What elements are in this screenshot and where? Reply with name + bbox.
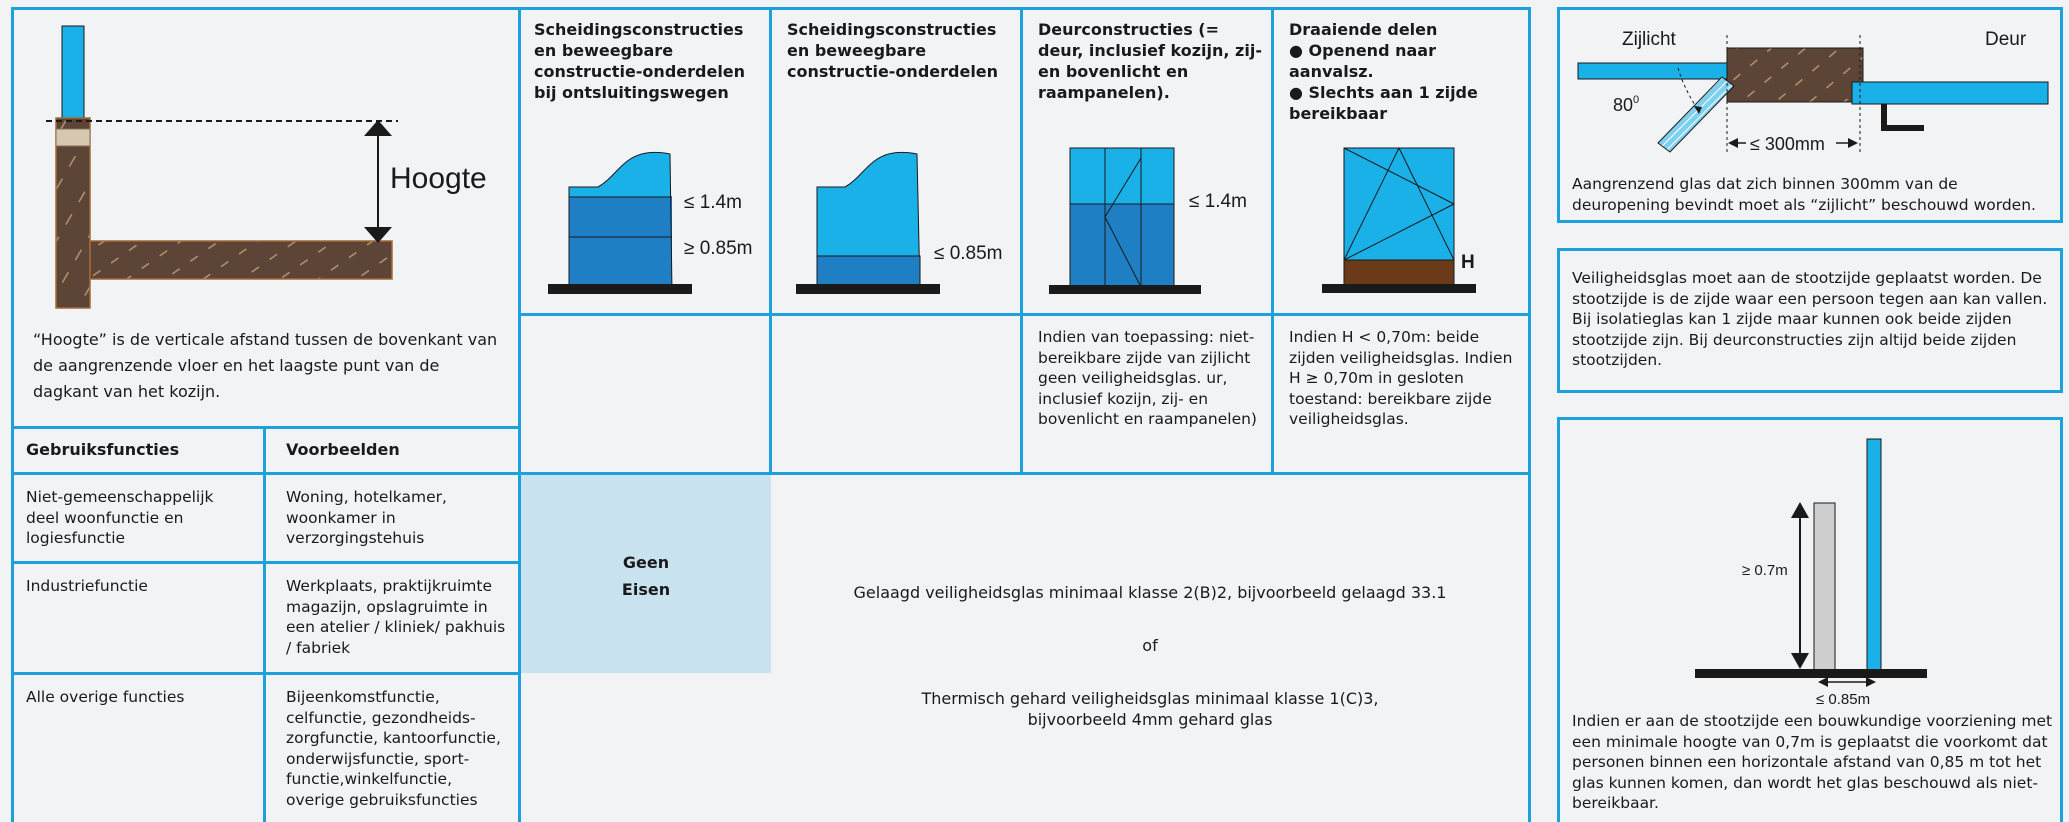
- zijlicht-text: Aangrenzend glas dat zich binnen 300mm v…: [1572, 175, 2036, 214]
- col3-note: Indien van toepassing: niet-bereikbare z…: [1038, 328, 1257, 428]
- angle-degree: 0: [1633, 94, 1639, 106]
- col3-title: Deurconstructies (= deur, inclusief kozi…: [1038, 20, 1262, 102]
- requirement-laminated: Gelaagd veiligheidsglas minimaal klasse …: [853, 583, 1447, 602]
- stootzijde-text: Veiligheidsglas moet aan de stootzijde g…: [1572, 269, 2048, 369]
- col4-note: Indien H < 0,70m: beide zijden veilighei…: [1289, 328, 1513, 428]
- wall-post: [55, 117, 91, 309]
- floor-beam: [89, 240, 393, 280]
- col2-title: Scheidingsconstructies en beweegbare con…: [787, 20, 999, 81]
- requirement-tempered: Thermisch gehard veiligheidsglas minimaa…: [921, 689, 1379, 708]
- table-cell-function: Industriefunctie: [26, 577, 148, 595]
- glass-pane: [61, 25, 85, 130]
- table-header-examples: Voorbeelden: [286, 440, 400, 459]
- requirement-tempered-example: bijvoorbeeld 4mm gehard glas: [1027, 710, 1273, 729]
- min-height-label: ≥ 0.7m: [1742, 562, 1788, 579]
- bouwkundig-text: Indien er aan de stootzijde een bouwkund…: [1572, 712, 2053, 812]
- table-cell-examples: Werkplaats, praktijkruimte magazijn, ops…: [286, 577, 506, 657]
- svg-text:800: 800: [1613, 94, 1639, 115]
- hoogte-description: “Hoogte” is de verticale afstand tussen …: [33, 330, 498, 401]
- stootzijde-box: Veiligheidsglas moet aan de stootzijde g…: [1557, 248, 2063, 393]
- distance-label: ≤ 300mm: [1750, 134, 1825, 154]
- bouwkundig-box: ≥ 0.7m ≤ 0.85m Indien er aan de stootzij…: [1557, 417, 2063, 822]
- zijlicht-box: Zijlicht Deur 800 ≤ 300mm Aangrenzend gl…: [1557, 7, 2063, 223]
- col4-title: Draaiende delen ● Openend naar aanvalsz.…: [1289, 20, 1478, 123]
- zijlicht-diagram: Zijlicht Deur 800 ≤ 300mm: [1577, 29, 2049, 154]
- deur-label: Deur: [1985, 29, 2027, 50]
- col1-title: Scheidingsconstructies en beweegbare con…: [534, 20, 746, 102]
- col1-label-min: ≥ 0.85m: [684, 238, 753, 259]
- hoogte-label: Hoogte: [390, 162, 487, 195]
- zijlicht-label: Zijlicht: [1622, 29, 1677, 50]
- geen-eisen-cell: Geen Eisen: [521, 475, 771, 673]
- requirements: Gelaagd veiligheidsglas minimaal klasse …: [772, 582, 1528, 730]
- col3-diagram: ≤ 1.4m: [1049, 147, 1247, 294]
- max-width-label: ≤ 0.85m: [1816, 691, 1870, 708]
- table-cell-function: Alle overige functies: [26, 688, 185, 706]
- angle-value: 80: [1613, 95, 1633, 115]
- geen-label: Geen: [622, 553, 670, 572]
- table-cell-function: Niet-gemeenschappelijk deel woonfunctie …: [26, 488, 214, 547]
- col2-diagram: ≤ 0.85m: [796, 151, 1003, 294]
- table-header-functions: Gebruiksfuncties: [26, 440, 180, 459]
- col3-label: ≤ 1.4m: [1189, 191, 1247, 212]
- col4-label-h: H: [1461, 252, 1475, 273]
- table-cell-examples: Bijeenkomstfunctie, celfunctie, gezondhe…: [286, 688, 501, 809]
- col4-diagram: H: [1322, 147, 1476, 293]
- table-cell-examples: Woning, hotelkamer, woonkamer in verzorg…: [286, 488, 447, 547]
- requirement-or: of: [1142, 636, 1158, 655]
- bouwkundig-diagram: ≥ 0.7m ≤ 0.85m: [1695, 438, 1927, 708]
- hoogte-diagram: Hoogte: [46, 25, 487, 309]
- col1-label-max: ≤ 1.4m: [684, 192, 742, 213]
- col2-label: ≤ 0.85m: [934, 243, 1003, 264]
- eisen-label: Eisen: [621, 580, 671, 599]
- col1-diagram: ≤ 1.4m ≥ 0.85m: [548, 151, 753, 294]
